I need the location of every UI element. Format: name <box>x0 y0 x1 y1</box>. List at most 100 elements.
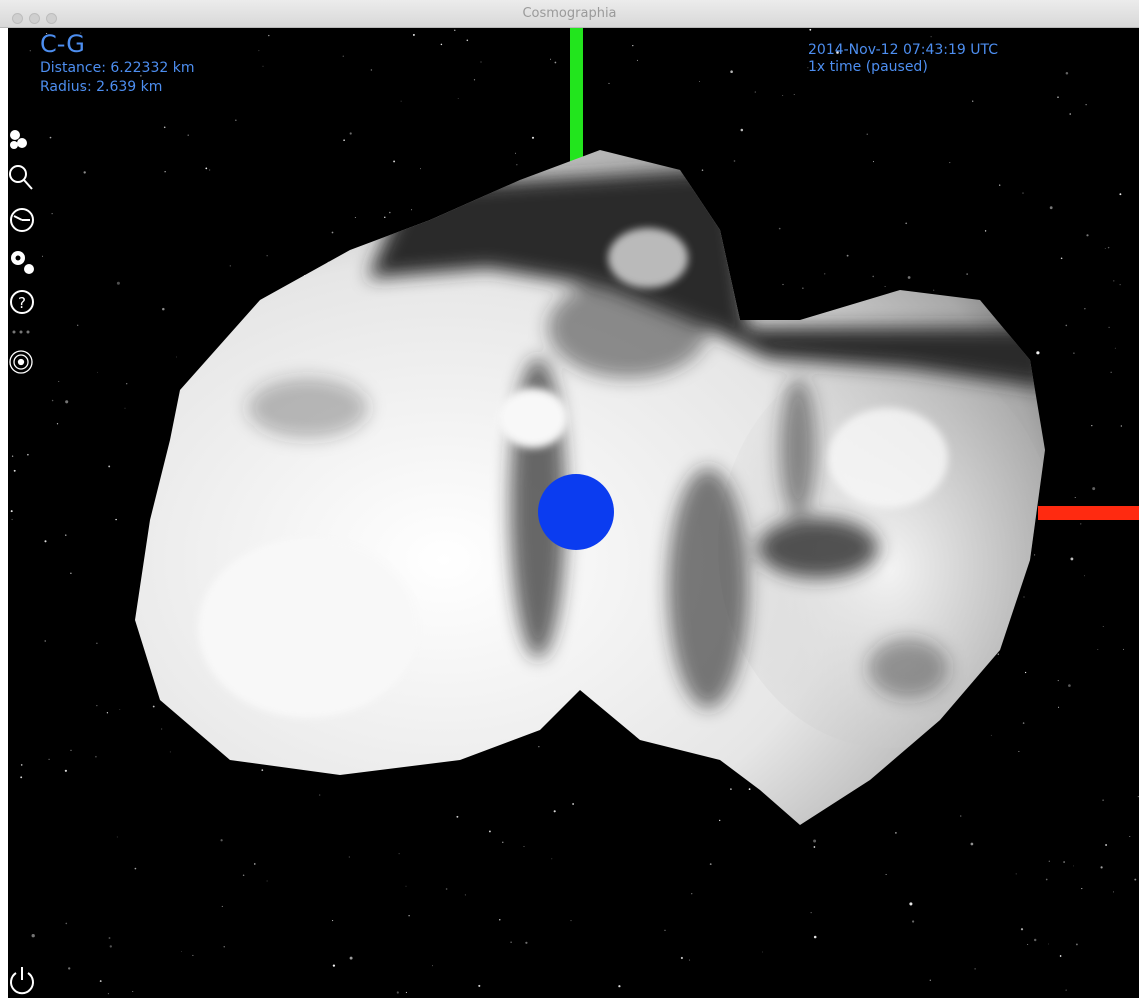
star <box>223 946 225 948</box>
star <box>1034 554 1036 556</box>
star <box>49 136 52 139</box>
star <box>31 934 35 938</box>
time-button[interactable] <box>10 208 34 232</box>
star <box>912 920 915 923</box>
star <box>815 67 817 69</box>
help-button[interactable]: ? <box>10 290 34 314</box>
search-button[interactable] <box>9 165 33 190</box>
star <box>618 985 621 988</box>
star <box>342 55 344 57</box>
scene: ? <box>9 28 1139 995</box>
star <box>1074 497 1076 498</box>
star <box>349 956 353 960</box>
star <box>813 935 817 939</box>
star <box>1073 352 1075 354</box>
star <box>691 893 693 895</box>
star <box>1107 246 1110 249</box>
star <box>1080 523 1082 525</box>
star <box>1018 751 1020 753</box>
star <box>1047 943 1049 945</box>
bodies-button[interactable] <box>10 130 27 149</box>
star <box>1058 706 1060 708</box>
power-button[interactable] <box>10 967 34 995</box>
star <box>332 920 334 922</box>
window-controls <box>12 9 63 28</box>
star <box>393 160 396 163</box>
star <box>510 941 512 944</box>
star <box>235 119 237 121</box>
star <box>473 79 476 81</box>
star <box>754 91 756 93</box>
star <box>701 169 704 171</box>
star <box>370 69 373 71</box>
star <box>1102 625 1104 627</box>
star <box>254 863 256 865</box>
star <box>70 749 72 751</box>
star <box>1068 684 1071 687</box>
star <box>999 184 1001 186</box>
star <box>1110 371 1112 373</box>
star <box>1120 425 1122 427</box>
title-bar: Cosmographia <box>0 0 1139 28</box>
star <box>205 167 208 170</box>
star <box>119 708 121 710</box>
star <box>1057 680 1059 682</box>
star <box>420 168 421 170</box>
star <box>464 894 466 896</box>
track-button[interactable] <box>9 350 33 374</box>
star <box>523 846 525 847</box>
star <box>400 100 402 102</box>
star <box>972 100 974 102</box>
star <box>187 134 189 136</box>
star <box>1075 943 1078 946</box>
star <box>56 423 59 425</box>
close-button[interactable] <box>12 13 23 24</box>
star <box>608 82 610 84</box>
star <box>1085 104 1087 106</box>
minimize-button[interactable] <box>29 13 40 24</box>
more-indicator <box>12 330 30 334</box>
star <box>933 289 935 291</box>
star <box>396 991 399 994</box>
time-rate-label: 1x time (paused) <box>808 59 928 75</box>
y-axis-indicator <box>570 28 583 168</box>
star <box>440 43 443 46</box>
star <box>733 160 736 162</box>
star <box>41 255 43 257</box>
star <box>109 945 112 948</box>
star <box>502 841 504 843</box>
star <box>1129 836 1131 838</box>
star <box>11 455 14 457</box>
star <box>929 979 931 981</box>
settings-button[interactable] <box>11 251 34 274</box>
star <box>1063 861 1065 863</box>
star <box>51 213 53 215</box>
star <box>29 50 31 52</box>
star <box>1036 351 1040 355</box>
x-axis-indicator <box>1038 506 1139 520</box>
star <box>58 380 60 382</box>
star <box>77 324 79 326</box>
star <box>108 465 111 468</box>
star <box>162 307 165 311</box>
star <box>258 50 260 52</box>
star <box>1027 944 1029 946</box>
object-name: C-G <box>40 30 85 58</box>
star <box>319 794 321 796</box>
star <box>163 126 166 129</box>
star <box>1134 878 1137 881</box>
star <box>531 136 535 139</box>
star <box>106 712 109 714</box>
star <box>802 287 804 289</box>
star <box>778 227 781 230</box>
star <box>1059 955 1062 957</box>
star <box>354 216 356 218</box>
star <box>1108 326 1110 329</box>
star <box>553 810 556 813</box>
star <box>1084 575 1085 577</box>
zoom-button[interactable] <box>46 13 57 24</box>
star <box>97 371 98 373</box>
star <box>688 959 691 961</box>
viewport[interactable]: ? C-G Distance: 6.22332 km Radius: 2.639… <box>8 28 1139 998</box>
